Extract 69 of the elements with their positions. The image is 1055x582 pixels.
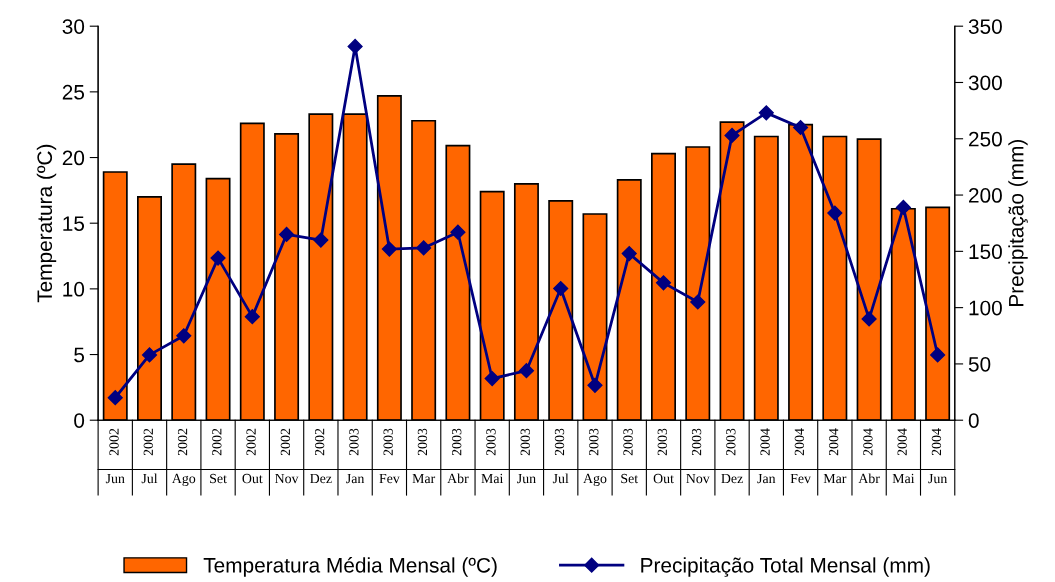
point [484,370,500,387]
category-label: 2003 Jan [346,428,365,484]
category-label: 2002 Set [210,428,227,484]
point [724,127,740,143]
point [621,246,637,262]
category-label: 2004 Mar [823,428,847,484]
point [895,199,911,216]
point [655,275,672,291]
y-tick-label: 5 [74,347,85,363]
y-tick-label: 30 [62,19,85,34]
point [518,363,535,379]
category-label: 2002 Ago [171,428,196,486]
category-label: 2002 Jun [105,428,125,484]
point [587,377,603,393]
y2-axis-title: Precipitação (mm) [1008,139,1028,306]
category-label: 2003 Ago [583,428,607,486]
point [416,240,432,256]
point [553,280,569,297]
point [381,241,397,257]
y2-tick-label: 50 [968,356,991,372]
category-label: 2003 Mar [412,428,436,484]
point [793,119,809,136]
y2-tick-label: 100 [969,300,1002,316]
category-label: 2002 Dez [310,428,332,484]
category-label: 2003 Abr [447,428,469,484]
y2-tick-label: 300 [968,75,1002,91]
y2-tick-label: 250 [969,131,1002,147]
category-label: 2003 Mai [481,428,504,484]
legend-label: Precipitação Total Mensal (mm) [641,557,930,577]
category-label: 2004 Abr [858,428,880,484]
point [450,224,466,240]
y-tick-label: 25 [62,84,85,100]
y2-tick-label: 350 [968,19,1002,34]
point [861,311,877,327]
y2-tick-label: 0 [968,413,979,428]
category-label: 2003 Set [621,428,639,484]
y-tick-label: 15 [63,216,85,231]
category-label: 2002 Out [242,428,263,484]
y2-tick-label: 150 [969,244,1002,260]
y-tick-label: 20 [62,150,85,166]
point [107,390,123,406]
category-label: 2003 Nov [686,428,710,484]
point [827,205,843,221]
category-label: 2003 Jun [517,428,536,484]
point [313,232,329,248]
category-label: 2003 Dez [721,428,743,484]
category-label: 2004 Jun [928,428,948,484]
point [758,105,774,121]
category-label: 2002 Jul [141,428,158,484]
category-label: 2004 Mai [892,428,915,484]
category-label: 2004 Fev [790,428,811,484]
legend-label: Temperatura Média Mensal (ºC) [203,557,497,577]
point [141,347,158,363]
point [279,226,295,243]
category-label: 2002 Nov [275,428,299,484]
y2-tick-label: 200 [969,188,1002,203]
category-label: 2003 Jul [552,428,569,484]
point [347,38,363,55]
y-axis-title: Temperatura (ºC) [36,144,57,303]
point [244,309,260,325]
y-tick-label: 10 [63,281,85,297]
category-label: 2004 Jan [757,428,776,484]
point [690,294,706,310]
point [930,347,946,363]
point [210,250,226,266]
category-label: 2003 Fev [379,428,400,484]
point [176,328,192,344]
category-label: 2003 Out [653,428,674,484]
y-tick-label: 0 [74,413,85,428]
